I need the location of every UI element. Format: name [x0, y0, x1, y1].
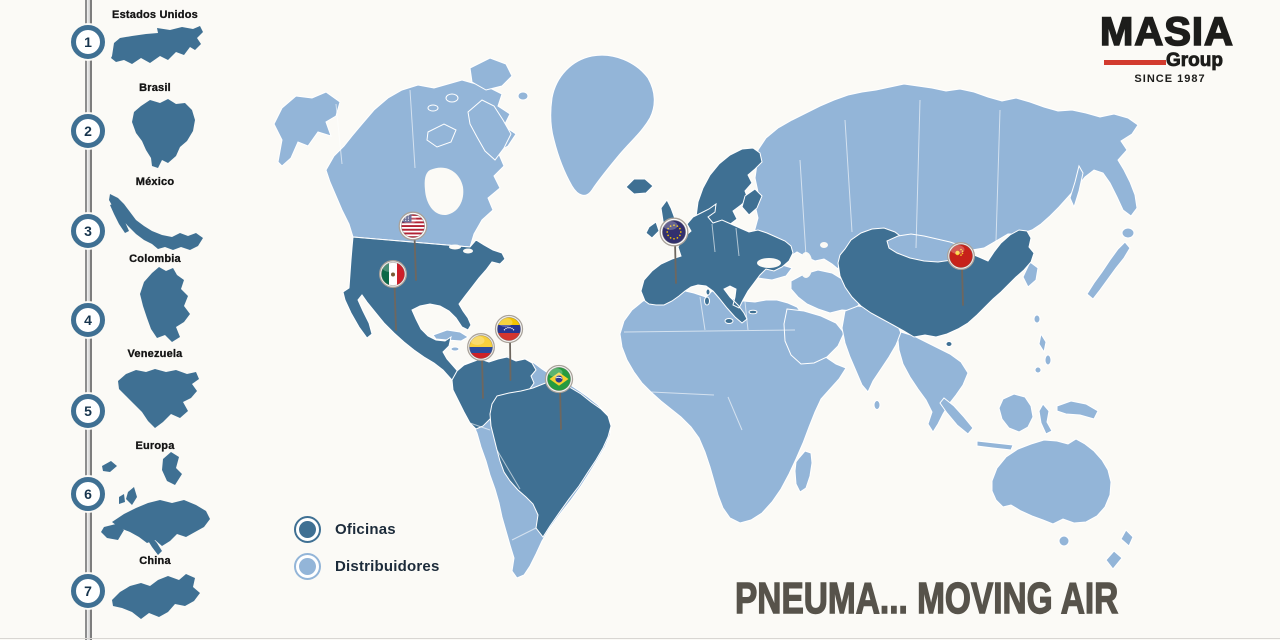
australia-oceania [991, 438, 1134, 570]
tagline-text: PNEUMA... MOVING AIR [734, 573, 1119, 623]
silhouette-estados-unidos [111, 26, 203, 64]
legend-item-oficinas: Oficinas [294, 516, 439, 543]
sidebar-item-estados-unidos: 1 [71, 25, 105, 59]
colombia-flag-pin[interactable] [467, 333, 495, 399]
sidebar-item-label: Venezuela [127, 348, 183, 360]
sidebar-item-brasil: 2 [71, 114, 105, 148]
continent-north-america [273, 57, 529, 248]
sidebar-item-label: Brasil [139, 82, 171, 94]
silhouette-venezuela [118, 369, 199, 428]
silhouette-mexico [109, 194, 203, 250]
logo-brand-text: MASIA [1099, 10, 1234, 54]
usa-flag-pin[interactable] [398, 211, 428, 281]
sidebar-silhouettes [101, 26, 210, 619]
legend: Oficinas Distribuidores [294, 516, 439, 580]
region-europe [625, 147, 794, 324]
sidebar-item-label: Colombia [129, 253, 181, 265]
item-number-badge: 6 [71, 477, 105, 511]
greenland [550, 54, 655, 196]
logo-red-line [1104, 60, 1166, 65]
country-borders [335, 89, 1001, 541]
sidebar-item-label: Estados Unidos [112, 9, 198, 21]
sidebar-item-colombia: 4 [71, 303, 105, 337]
mexico-flag-pin[interactable] [379, 260, 407, 331]
silhouette-china [112, 574, 200, 619]
sidebar-item-label: México [135, 176, 175, 188]
brazil-flag-pin[interactable] [544, 364, 574, 430]
legend-label: Distribuidores [335, 558, 440, 575]
hainan [945, 341, 953, 347]
china-flag-pin[interactable] [947, 242, 975, 306]
office-marker-icon [294, 516, 321, 543]
distributor-marker-icon [294, 553, 321, 580]
silhouette-brasil [132, 99, 195, 168]
logo-group-text: Group [1166, 50, 1224, 72]
venezuela-flag-pin[interactable] [494, 314, 524, 381]
item-number-badge: 7 [71, 574, 105, 608]
item-number-badge: 3 [71, 214, 105, 248]
sidebar-item-label: China [139, 555, 171, 567]
silhouette-europa [101, 452, 210, 555]
legend-label: Oficinas [335, 521, 396, 538]
sidebar-item-venezuela: 5 [71, 394, 105, 428]
logo-since-text: SINCE 1987 [1134, 73, 1206, 85]
inland-waters [424, 167, 828, 278]
item-number-badge: 4 [71, 303, 105, 337]
item-number-badge: 2 [71, 114, 105, 148]
sidebar-item-mexico: 3 [71, 214, 105, 248]
sidebar-item-label: Europa [135, 440, 175, 452]
sidebar-item-europa: 6 [71, 477, 105, 511]
item-number-badge: 1 [71, 25, 105, 59]
item-number-badge: 5 [71, 394, 105, 428]
silhouette-colombia [140, 267, 190, 342]
legend-item-distribuidores: Distribuidores [294, 553, 439, 580]
madagascar [794, 450, 813, 493]
sidebar-item-china: 7 [71, 574, 105, 608]
east-asia-islands [1033, 164, 1135, 374]
bottom-divider [0, 638, 1280, 639]
indonesia-islands [939, 393, 1099, 451]
eu-flag-pin[interactable] [659, 217, 689, 284]
masia-group-logo: MASIA Group SINCE 1987 [1099, 10, 1250, 85]
